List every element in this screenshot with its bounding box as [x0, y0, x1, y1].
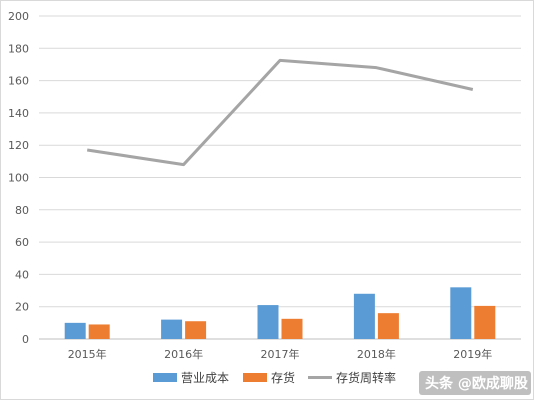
x-tick-label: 2016年 [164, 347, 203, 361]
bar-cost [353, 293, 375, 339]
line-series [86, 58, 474, 167]
y-axis-ticks: 0 20 40 60 80 100 120 140 160 180 200 [8, 10, 29, 346]
bar-inventory [88, 324, 110, 339]
y-tick-label: 200 [8, 10, 29, 23]
y-tick-label: 100 [8, 172, 29, 185]
legend: 营业成本 存货 存货周转率 [153, 370, 396, 385]
legend-swatch [153, 373, 177, 382]
y-tick-label: 80 [15, 204, 29, 217]
watermark-text: 头条 @欧成聊股 [425, 375, 529, 392]
watermark: 头条 @欧成聊股 [419, 371, 531, 395]
y-tick-label: 160 [8, 75, 29, 88]
bar-inventory [185, 321, 207, 339]
bar-cost [257, 305, 279, 339]
gridlines [39, 15, 521, 340]
x-tick-label: 2015年 [68, 347, 107, 361]
bar-cost [450, 287, 472, 339]
x-axis-ticks: 2015年 2016年 2017年 2018年 2019年 [68, 347, 493, 361]
x-tick-label: 2017年 [261, 347, 300, 361]
legend-label: 存货周转率 [336, 370, 396, 385]
y-tick-label: 120 [8, 139, 29, 152]
bars [64, 287, 496, 339]
legend-label: 存货 [271, 370, 295, 385]
bar-inventory [474, 305, 496, 339]
bar-cost [64, 322, 86, 339]
bar-cost [161, 319, 183, 339]
bar-inventory [281, 318, 303, 339]
y-tick-label: 0 [22, 333, 29, 346]
y-tick-label: 140 [8, 107, 29, 120]
x-tick-label: 2018年 [357, 347, 396, 361]
y-tick-label: 60 [15, 236, 29, 249]
turnover-line [86, 58, 474, 167]
x-tick-label: 2019年 [453, 347, 492, 361]
legend-swatch [243, 373, 267, 382]
bar-inventory [377, 313, 399, 339]
watermark-background [419, 371, 531, 395]
y-tick-label: 20 [15, 301, 29, 314]
y-tick-label: 40 [15, 268, 29, 281]
legend-label: 营业成本 [181, 371, 229, 385]
y-tick-label: 180 [8, 42, 29, 55]
